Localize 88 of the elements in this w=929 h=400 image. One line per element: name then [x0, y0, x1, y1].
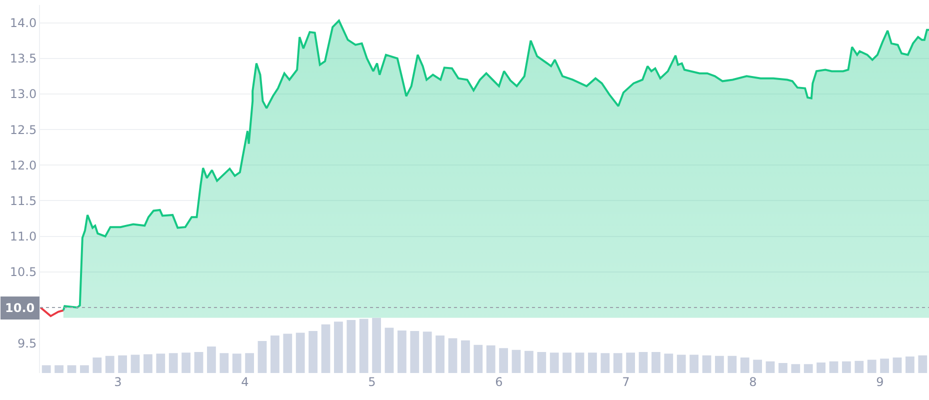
bar — [334, 322, 343, 373]
bar — [42, 365, 51, 373]
y-tick-label: 10.5 — [10, 265, 37, 280]
bar — [512, 350, 521, 373]
bar — [728, 356, 737, 373]
bar — [168, 353, 178, 373]
bar — [816, 362, 826, 373]
bar — [715, 356, 724, 373]
x-tick-label: 8 — [749, 375, 757, 389]
bar — [854, 360, 864, 373]
bar — [207, 346, 216, 373]
bar — [652, 352, 660, 373]
bar — [422, 332, 432, 373]
x-tick-label: 7 — [622, 375, 630, 389]
y-tick-label: 9.5 — [18, 336, 37, 350]
bar — [829, 361, 838, 373]
x-tick-label: 4 — [241, 375, 249, 389]
bar — [410, 331, 420, 373]
bar — [892, 358, 902, 373]
x-tick-label: 9 — [876, 375, 884, 389]
y-tick-label: 11.5 — [10, 194, 37, 208]
bar — [321, 324, 330, 373]
bar — [398, 330, 406, 373]
bar — [346, 320, 356, 373]
bar — [766, 361, 775, 373]
bar — [359, 318, 368, 373]
bar — [524, 350, 534, 373]
bar — [867, 360, 876, 373]
bar — [156, 354, 166, 373]
bar — [499, 348, 508, 373]
bar — [105, 356, 114, 373]
bar — [270, 335, 280, 373]
bar — [118, 355, 127, 373]
bar — [778, 363, 788, 373]
bar — [384, 328, 394, 373]
bar — [54, 365, 64, 373]
bar — [690, 354, 698, 373]
bar — [791, 364, 800, 373]
bar — [308, 331, 318, 373]
y-tick-label: 12.0 — [10, 158, 37, 172]
bar — [486, 345, 496, 373]
x-tick-label: 3 — [114, 375, 122, 389]
bar — [842, 361, 851, 373]
bar — [436, 335, 444, 373]
bar — [804, 364, 813, 373]
y-tick-label: 11.0 — [10, 230, 37, 244]
bar — [67, 365, 76, 373]
bar — [474, 344, 483, 373]
y-tick-label: 12.5 — [10, 122, 37, 137]
bar — [130, 354, 140, 373]
bar — [220, 353, 229, 373]
bar — [296, 332, 305, 373]
bar — [575, 352, 584, 373]
bar — [92, 358, 102, 373]
bar — [753, 360, 762, 373]
bar — [906, 356, 914, 373]
bar — [283, 334, 292, 373]
bar — [448, 338, 458, 373]
y-tick-label: 13.5 — [10, 52, 37, 66]
bar — [638, 352, 648, 373]
bar — [562, 352, 572, 373]
x-tick-label: 5 — [368, 375, 376, 389]
bar — [613, 353, 622, 373]
bar — [537, 352, 546, 373]
bar — [144, 354, 152, 373]
y-tick-label: 13.0 — [10, 87, 37, 102]
bar — [550, 352, 559, 373]
bar — [80, 365, 89, 373]
bar — [194, 352, 204, 373]
bar — [182, 352, 190, 373]
line-series — [40, 306, 64, 318]
x-tick-label: 6 — [495, 375, 503, 389]
bar — [918, 355, 928, 373]
bar — [258, 340, 267, 373]
ref-line-label: 10.0 — [5, 301, 35, 315]
bar — [880, 358, 889, 373]
bar — [664, 354, 674, 373]
bar — [372, 318, 381, 373]
bar — [600, 353, 610, 373]
bar — [740, 358, 750, 373]
y-tick-label: 14.0 — [10, 16, 37, 30]
bar — [702, 355, 712, 373]
bar — [588, 352, 597, 373]
bar — [461, 340, 470, 373]
bar — [232, 354, 242, 373]
bar — [676, 354, 686, 373]
bar — [626, 352, 635, 373]
bar — [245, 353, 254, 373]
